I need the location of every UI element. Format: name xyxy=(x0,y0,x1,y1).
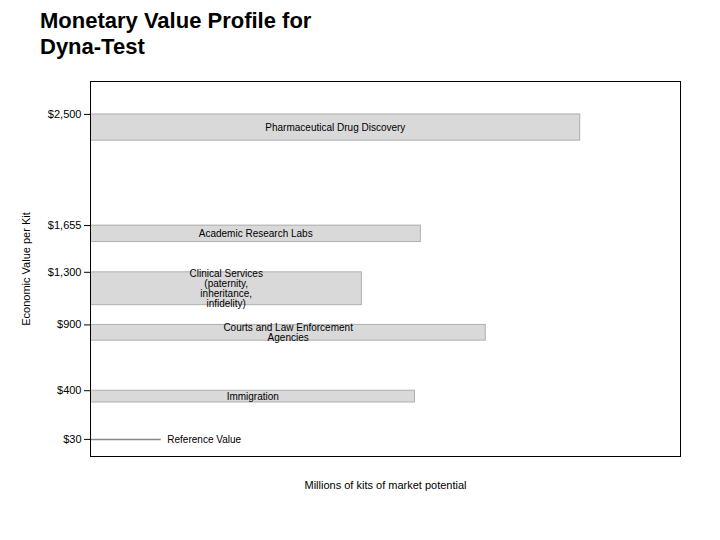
html-text:Monetary Value Profile for Dyn: Monetary Value Profile for Dyna-Test xyxy=(40,8,312,60)
svg-text:$1,300: $1,300 xyxy=(48,266,82,278)
svg-text:Economic Value per Kit: Economic Value per Kit xyxy=(20,212,32,326)
svg-text:Academic Research Labs: Academic Research Labs xyxy=(199,228,313,239)
svg-text:$1,655: $1,655 xyxy=(48,219,82,231)
svg-text:$30: $30 xyxy=(63,433,81,445)
svg-text:$2,500: $2,500 xyxy=(48,108,82,120)
svg-text:Immigration: Immigration xyxy=(227,391,279,402)
svg-text:Reference Value: Reference Value xyxy=(167,433,241,444)
svg-text:Millions of kits of market pot: Millions of kits of market potential xyxy=(304,478,466,490)
svg-text:$900: $900 xyxy=(57,318,81,330)
svg-text:Pharmaceutical Drug Discovery: Pharmaceutical Drug Discovery xyxy=(265,122,405,133)
svg-text:Clinical Services(paternity,in: Clinical Services(paternity,inheritance,… xyxy=(190,268,263,309)
svg-text:Courts and Law EnforcementAgen: Courts and Law EnforcementAgencies xyxy=(223,322,353,343)
svg-text:$400: $400 xyxy=(57,384,81,396)
